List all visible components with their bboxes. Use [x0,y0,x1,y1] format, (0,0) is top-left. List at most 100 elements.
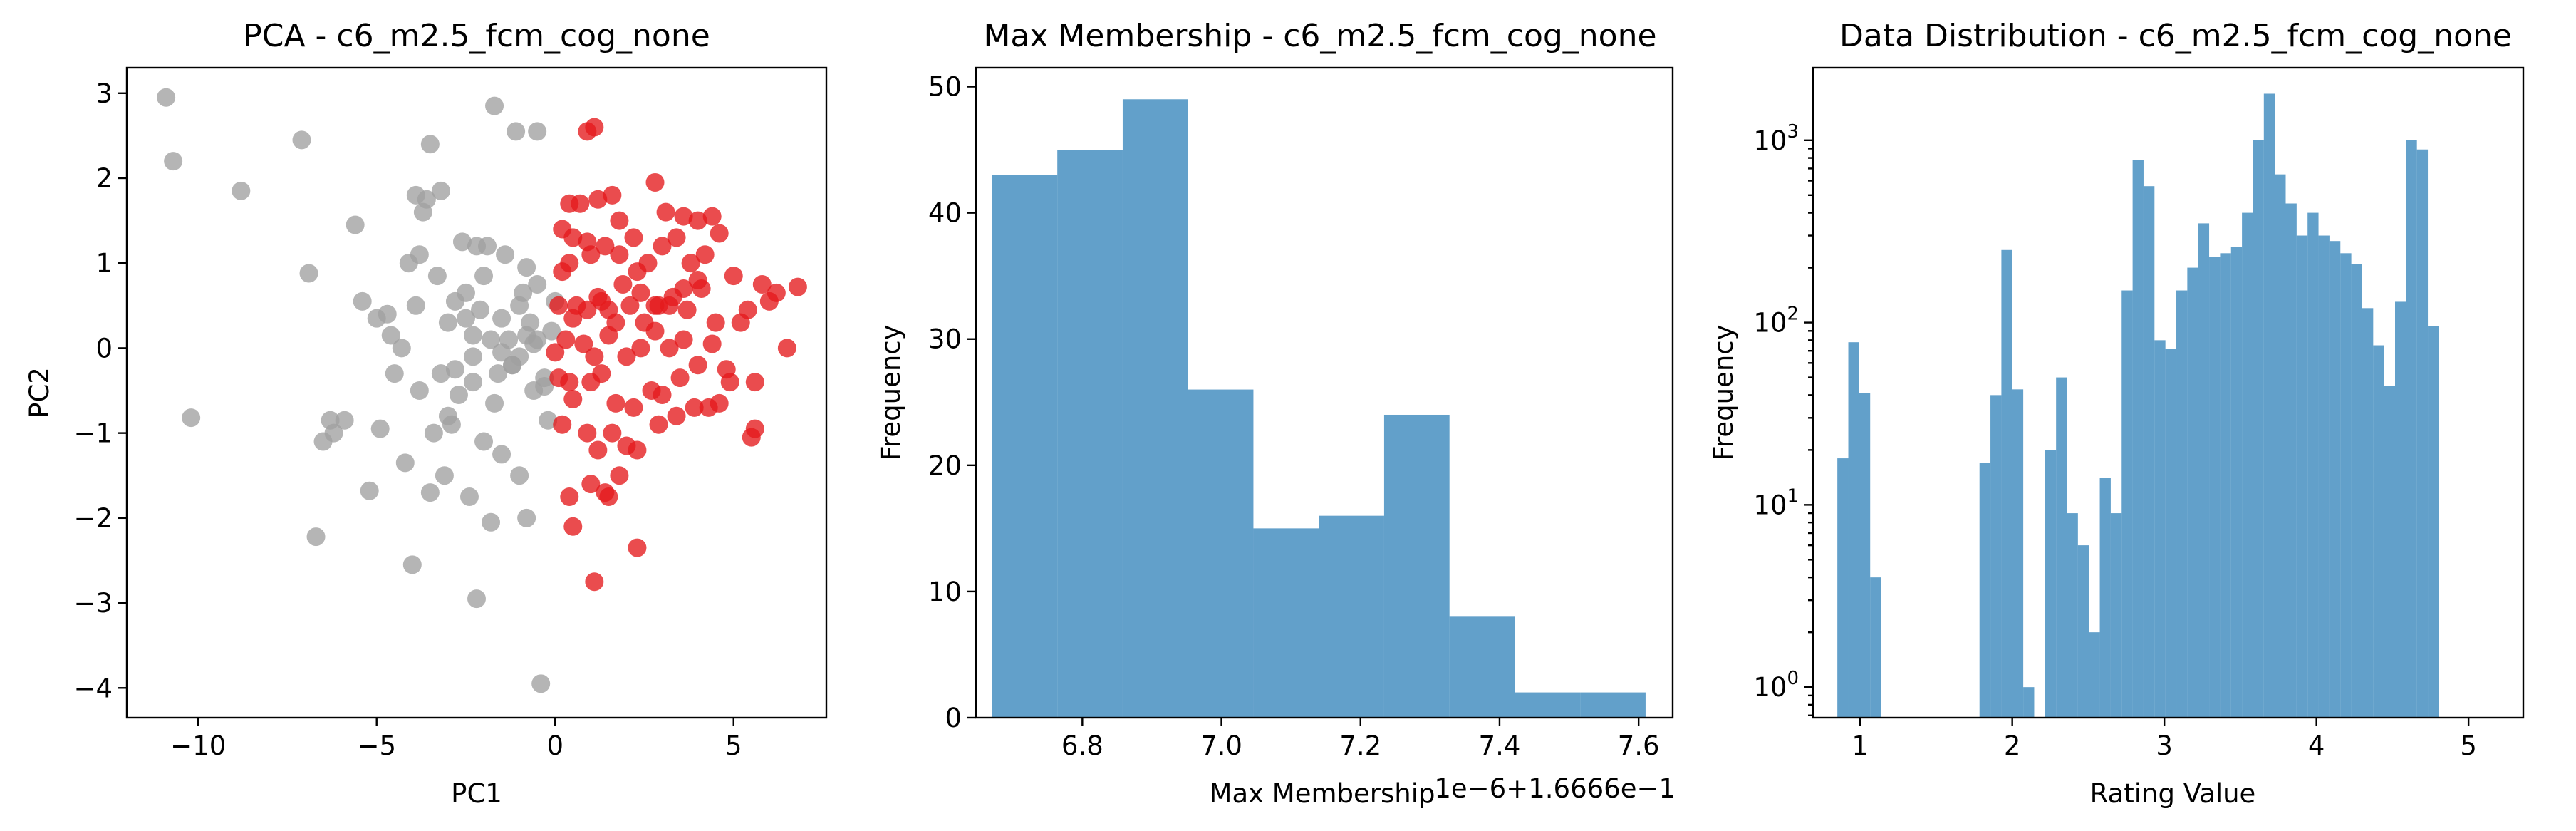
distribution-bar [2209,257,2221,718]
pca-point [653,237,672,256]
membership-bar [1188,389,1254,718]
pca-point [731,313,750,332]
pca-point [628,440,647,460]
distribution-x-tick-label: 1 [1852,731,1869,761]
pca-chart-title: PCA - c6_m2.5_fcm_cog_none [243,18,710,54]
pca-point [578,300,597,319]
distribution-x-tick-label: 3 [2156,731,2173,761]
distribution-x-axis: 1 2 3 4 5 [1852,718,2477,761]
distribution-bar [2340,253,2352,718]
pca-point [585,118,604,137]
pca-point [232,181,251,200]
pca-point [492,343,511,362]
pca-point [585,572,604,592]
pca-point [610,466,629,485]
pca-point [724,267,743,286]
pca-point [482,512,501,532]
distribution-x-tick-label: 4 [2308,731,2325,761]
pca-point [564,228,583,247]
pca-x-axis-label: PC1 [451,778,502,809]
pca-point [485,393,504,413]
distribution-bar [2077,545,2089,718]
pca-point [431,181,450,200]
distribution-x-axis-label: Rating Value [2090,778,2256,809]
pca-point [599,487,618,507]
pca-point [706,313,725,332]
pca-point [571,194,590,213]
membership-x-tick-label: 7.6 [1618,731,1660,761]
membership-x-axis-label: Max Membership [1210,778,1435,809]
pca-point [456,309,475,328]
pca-point [692,279,711,298]
distribution-bar [1837,458,1849,718]
distribution-y-tick-label: 102 [1753,304,1799,339]
pca-point [528,275,547,294]
pca-y-tick-label: 3 [95,78,113,109]
pca-point [603,185,622,205]
pca-point [496,245,515,264]
pca-y-tick-label: −3 [73,588,113,619]
distribution-plot-frame [1812,66,2525,719]
pca-point [531,674,551,693]
distribution-bars [1837,93,2439,718]
distribution-bar [2165,349,2177,718]
pca-point [560,373,579,392]
distribution-bar [2187,267,2198,718]
distribution-bar [2110,513,2122,718]
membership-y-tick-label: 50 [928,72,962,103]
distribution-y-axis: 100 101 102 103 [1753,121,1813,716]
pca-point [182,408,201,428]
distribution-bar [2220,253,2231,718]
pca-point [410,245,429,264]
pca-point [542,321,561,341]
distribution-y-axis-label: Frequency [1708,324,1739,460]
pca-point [546,343,565,362]
pca-point [620,296,640,315]
distribution-bar [2263,93,2275,718]
pca-point [539,411,558,430]
pca-point [385,364,404,383]
pca-point [335,411,354,430]
pca-point [427,267,447,286]
pca-point [631,283,650,302]
pca-point [482,330,501,349]
distribution-bar [2428,326,2439,718]
membership-x-tick-label: 7.4 [1479,731,1521,761]
pca-point [742,428,761,447]
pca-point [510,296,529,315]
distribution-bar [2329,241,2341,718]
membership-x-offset-text: 1e−6+1.6666e−1 [1434,773,1676,804]
pca-point [492,309,511,328]
pca-point [564,389,583,408]
pca-point [617,347,636,366]
pca-point [599,326,618,345]
pca-point [489,364,508,383]
pca-point [164,152,183,171]
pca-point [553,415,572,434]
pca-point [402,555,422,574]
pca-point [674,207,693,226]
distribution-bar [2296,235,2308,718]
membership-y-tick-label: 10 [928,577,962,607]
membership-bar [1057,150,1123,718]
pca-point [381,326,400,345]
pca-point [628,538,647,557]
pca-point [549,296,568,315]
pca-point [663,287,682,306]
pca-point [492,445,511,464]
pca-point [507,122,526,141]
pca-point [610,245,629,264]
membership-bar [1319,515,1384,718]
distribution-bar [2121,290,2133,718]
pca-point [588,190,608,209]
distribution-bar [2285,203,2297,718]
pca-point [777,339,796,358]
membership-x-tick-label: 7.0 [1200,731,1242,761]
pca-plot-frame [125,66,828,719]
pca-point [431,364,450,383]
distribution-bar [2198,223,2210,718]
pca-point [710,393,729,413]
membership-y-tick-label: 40 [928,198,962,229]
distribution-bar [2242,212,2253,718]
pca-point [624,228,643,247]
